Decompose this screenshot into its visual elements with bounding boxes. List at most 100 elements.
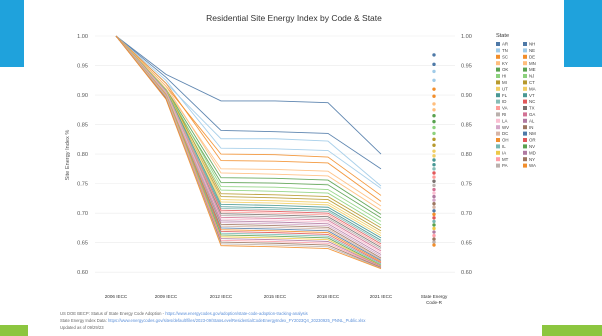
series-line bbox=[115, 35, 382, 207]
state-code-point bbox=[432, 226, 436, 231]
legend-label: KY bbox=[502, 61, 508, 66]
legend-label: VT bbox=[529, 93, 535, 98]
y-tick-label-left: 0.90 bbox=[77, 93, 88, 99]
series-line bbox=[115, 35, 382, 236]
legend-swatch bbox=[523, 163, 527, 168]
legend-label: MA bbox=[529, 86, 536, 91]
legend-label: NV bbox=[529, 144, 535, 149]
right-axis-title-line1: State Energy bbox=[421, 294, 448, 299]
y-tick-label-left: 0.80 bbox=[77, 152, 88, 158]
decor-bottom-right-bar bbox=[542, 325, 602, 336]
legend-swatch bbox=[496, 93, 500, 98]
legend-swatch bbox=[496, 144, 500, 149]
legend-swatch bbox=[523, 80, 527, 85]
series-line bbox=[115, 35, 382, 211]
footer-source-1-text: US DOE BECP: Status of State Energy Code… bbox=[60, 311, 166, 316]
legend-label: HI bbox=[502, 74, 506, 79]
state-code-point bbox=[432, 179, 436, 183]
legend-swatch bbox=[523, 157, 527, 162]
legend-label: NY bbox=[529, 157, 535, 162]
x-tick-label: 2015 IECC bbox=[264, 294, 287, 299]
legend-swatch bbox=[523, 150, 527, 155]
legend-label: DE bbox=[529, 54, 535, 59]
legend-label: IN bbox=[529, 125, 533, 130]
state-code-point bbox=[432, 233, 436, 238]
state-code-point bbox=[432, 230, 436, 234]
y-tick-label-right: 0.60 bbox=[461, 270, 472, 276]
state-code-point bbox=[432, 53, 436, 57]
legend-swatch bbox=[496, 74, 500, 78]
y-axis-title: Site Energy Index % bbox=[65, 130, 71, 181]
footer-source-2-link[interactable]: https://www.energycodes.gov/sites/defaul… bbox=[107, 318, 366, 323]
legend-swatch bbox=[523, 74, 527, 78]
legend-swatch bbox=[496, 42, 500, 46]
state-code-point bbox=[432, 94, 436, 98]
x-tick-label: 2009 IECC bbox=[155, 294, 178, 299]
legend: State AR NH TN NE SC DE KY MN OK ME HI NJ MI CT UT MA FL… bbox=[496, 33, 536, 168]
y-tick-label-right: 1.00 bbox=[461, 34, 472, 40]
state-code-point bbox=[432, 108, 436, 112]
y-tick-label-right: 0.80 bbox=[461, 152, 472, 158]
state-code-point bbox=[432, 167, 436, 171]
state-code-point bbox=[432, 154, 436, 158]
legend-label: TX bbox=[529, 106, 535, 111]
y-tick-label-left: 0.75 bbox=[77, 181, 88, 187]
legend-swatch bbox=[496, 157, 500, 162]
legend-label: GA bbox=[529, 112, 535, 117]
x-tick-label: 2021 IECC bbox=[370, 294, 393, 299]
state-code-point bbox=[432, 171, 436, 175]
legend-swatch bbox=[496, 86, 500, 91]
state-code-point bbox=[432, 62, 436, 67]
legend-swatch bbox=[496, 67, 500, 72]
legend-swatch bbox=[496, 61, 500, 66]
legend-label: CT bbox=[529, 80, 535, 85]
state-code-point bbox=[432, 143, 436, 147]
legend-label: NC bbox=[529, 99, 535, 104]
state-code-point bbox=[432, 198, 436, 202]
state-code-point bbox=[432, 102, 436, 106]
decor-top-left-block bbox=[0, 0, 24, 67]
legend-label: NM bbox=[529, 131, 536, 136]
state-code-point bbox=[432, 243, 436, 247]
legend-label: FL bbox=[502, 93, 508, 98]
x-tick-label: 2018 IECC bbox=[317, 294, 340, 299]
state-code-point bbox=[432, 78, 436, 82]
legend-label: IL bbox=[502, 144, 506, 149]
state-code-point bbox=[432, 216, 436, 220]
legend-label: AR bbox=[502, 42, 508, 47]
legend-label: TN bbox=[502, 48, 508, 53]
legend-swatch bbox=[523, 144, 527, 149]
legend-swatch bbox=[496, 150, 500, 155]
legend-swatch bbox=[496, 80, 500, 85]
state-code-point bbox=[432, 202, 436, 206]
state-code-point bbox=[432, 119, 436, 124]
legend-label: ME bbox=[529, 67, 536, 72]
state-code-point bbox=[432, 69, 436, 74]
state-code-point bbox=[432, 194, 436, 199]
x-tick-label: 2006 IECC bbox=[105, 294, 128, 299]
series-line bbox=[115, 35, 382, 226]
legend-swatch bbox=[523, 61, 527, 66]
legend-swatch bbox=[496, 99, 500, 104]
legend-label: OR bbox=[529, 138, 536, 143]
legend-swatch bbox=[523, 86, 527, 91]
legend-swatch bbox=[523, 118, 527, 123]
legend-label: MN bbox=[529, 61, 536, 66]
right-axis-title-line2: Code-R bbox=[426, 300, 443, 305]
legend-swatch bbox=[523, 67, 527, 72]
legend-swatch bbox=[523, 93, 527, 98]
legend-label: OK bbox=[502, 67, 508, 72]
legend-label: MI bbox=[502, 80, 507, 85]
footer-source-1-link[interactable]: https://www.energycodes.gov/adoption/sta… bbox=[165, 311, 308, 316]
series-line bbox=[115, 35, 382, 170]
legend-label: MD bbox=[529, 150, 536, 155]
state-code-point bbox=[432, 137, 436, 142]
legend-swatch bbox=[496, 112, 500, 117]
state-code-point bbox=[432, 125, 436, 130]
chart-title: Residential Site Energy Index by Code & … bbox=[206, 13, 382, 23]
legend-swatch bbox=[496, 131, 500, 136]
y-tick-label-right: 0.90 bbox=[461, 93, 472, 99]
state-code-point bbox=[432, 223, 436, 227]
decor-bottom-left-bar bbox=[0, 325, 28, 336]
legend-swatch bbox=[523, 42, 527, 46]
